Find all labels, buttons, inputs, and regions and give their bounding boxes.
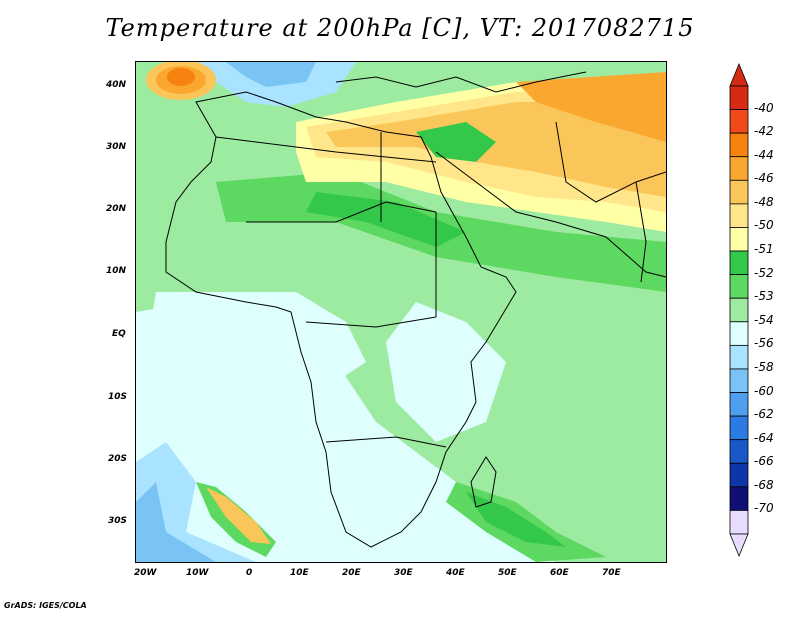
colorbar-segment — [729, 85, 749, 110]
colorbar-label: -48 — [754, 194, 774, 209]
lon-label: 20E — [342, 568, 361, 578]
lat-label: EQ — [112, 329, 126, 339]
colorbar-segment — [729, 439, 749, 464]
colorbar-label: -46 — [754, 171, 774, 186]
lat-label: 20S — [108, 454, 128, 464]
field-46 — [516, 72, 666, 142]
lat-label: 20N — [106, 204, 127, 214]
colorbar-label: -40 — [754, 100, 774, 115]
lat-label: 30S — [108, 516, 128, 526]
colorbar-label: -52 — [754, 265, 774, 280]
field-44-iberia — [167, 68, 195, 86]
colorbar-label: -66 — [754, 454, 774, 469]
field-48 — [326, 102, 666, 197]
colorbar-segments — [729, 62, 749, 558]
field-48-sw-strip — [206, 487, 271, 544]
border-2 — [246, 201, 437, 223]
colorbar-label: -60 — [754, 383, 774, 398]
colorbar-segment — [729, 392, 749, 417]
lon-label: 40E — [446, 568, 465, 578]
colorbar-label: -54 — [754, 312, 774, 327]
border-8 — [635, 181, 647, 283]
colorbar-segment — [729, 156, 749, 181]
colorbar-label: -42 — [754, 124, 774, 139]
colorbar-segment — [729, 179, 749, 205]
field-58-sw — [136, 482, 216, 562]
colorbar-label: -58 — [754, 359, 774, 374]
colorbar-segment — [729, 297, 749, 323]
field-54-east-africa — [386, 302, 506, 442]
lon-label: 70E — [602, 568, 621, 578]
lon-label: 30E — [394, 568, 413, 578]
colorbar-label: -44 — [754, 147, 774, 162]
lon-label: 20W — [134, 568, 157, 578]
field-52-dark-belt — [306, 192, 466, 247]
arabia-coast — [435, 151, 666, 278]
colorbar-segment — [729, 203, 749, 228]
border-7 — [555, 121, 666, 203]
colorbar-bottom-triangle — [729, 533, 749, 558]
lat-label: 30N — [106, 142, 127, 152]
madagascar-coastline — [470, 456, 497, 508]
border-1 — [215, 136, 437, 163]
lon-label: 0 — [246, 568, 253, 578]
colorbar-top-triangle — [729, 62, 749, 87]
europe-coast — [335, 71, 587, 93]
colorbar-segment — [729, 344, 749, 370]
colorbar-segment — [729, 274, 749, 299]
colorbar-label: -62 — [754, 407, 774, 422]
colorbar — [729, 62, 749, 558]
colorbar-segment — [729, 227, 749, 252]
lon-label: 50E — [498, 568, 517, 578]
colorbar-label: -50 — [754, 218, 774, 233]
field-51-se-strip — [466, 492, 566, 547]
field-58-north — [226, 62, 316, 87]
colorbar-segment — [729, 462, 749, 488]
colorbar-label: -64 — [754, 430, 774, 445]
colorbar-segment — [729, 486, 749, 511]
border-3 — [305, 316, 437, 328]
field-54-west — [146, 292, 366, 392]
lon-label: 10W — [186, 568, 209, 578]
colorbar-label: -51 — [754, 242, 774, 257]
colorbar-label: -68 — [754, 477, 774, 492]
colorbar-segment — [729, 368, 749, 393]
colorbar-segment — [729, 415, 749, 441]
border-4 — [325, 436, 447, 448]
map-title: Temperature at 200hPa [C], VT: 201708271… — [105, 14, 695, 42]
africa-coastline — [165, 91, 517, 548]
lat-label: 40N — [106, 80, 127, 90]
lat-label: 10N — [106, 266, 127, 276]
colorbar-label: -53 — [754, 289, 774, 304]
colorbar-label: -56 — [754, 336, 774, 351]
colorbar-segment — [729, 132, 749, 158]
colorbar-segment — [729, 510, 749, 535]
colorbar-label: -70 — [754, 501, 774, 516]
colorbar-segment — [729, 321, 749, 346]
lon-label: 10E — [290, 568, 309, 578]
footer-credit: GrADS: IGES/COLA — [4, 601, 87, 610]
colorbar-segment — [729, 250, 749, 276]
colorbar-segment — [729, 109, 749, 134]
map-canvas — [136, 62, 666, 562]
lat-label: 10S — [108, 392, 128, 402]
temperature-map — [135, 61, 667, 563]
coastlines — [165, 71, 666, 548]
lon-label: 60E — [550, 568, 569, 578]
